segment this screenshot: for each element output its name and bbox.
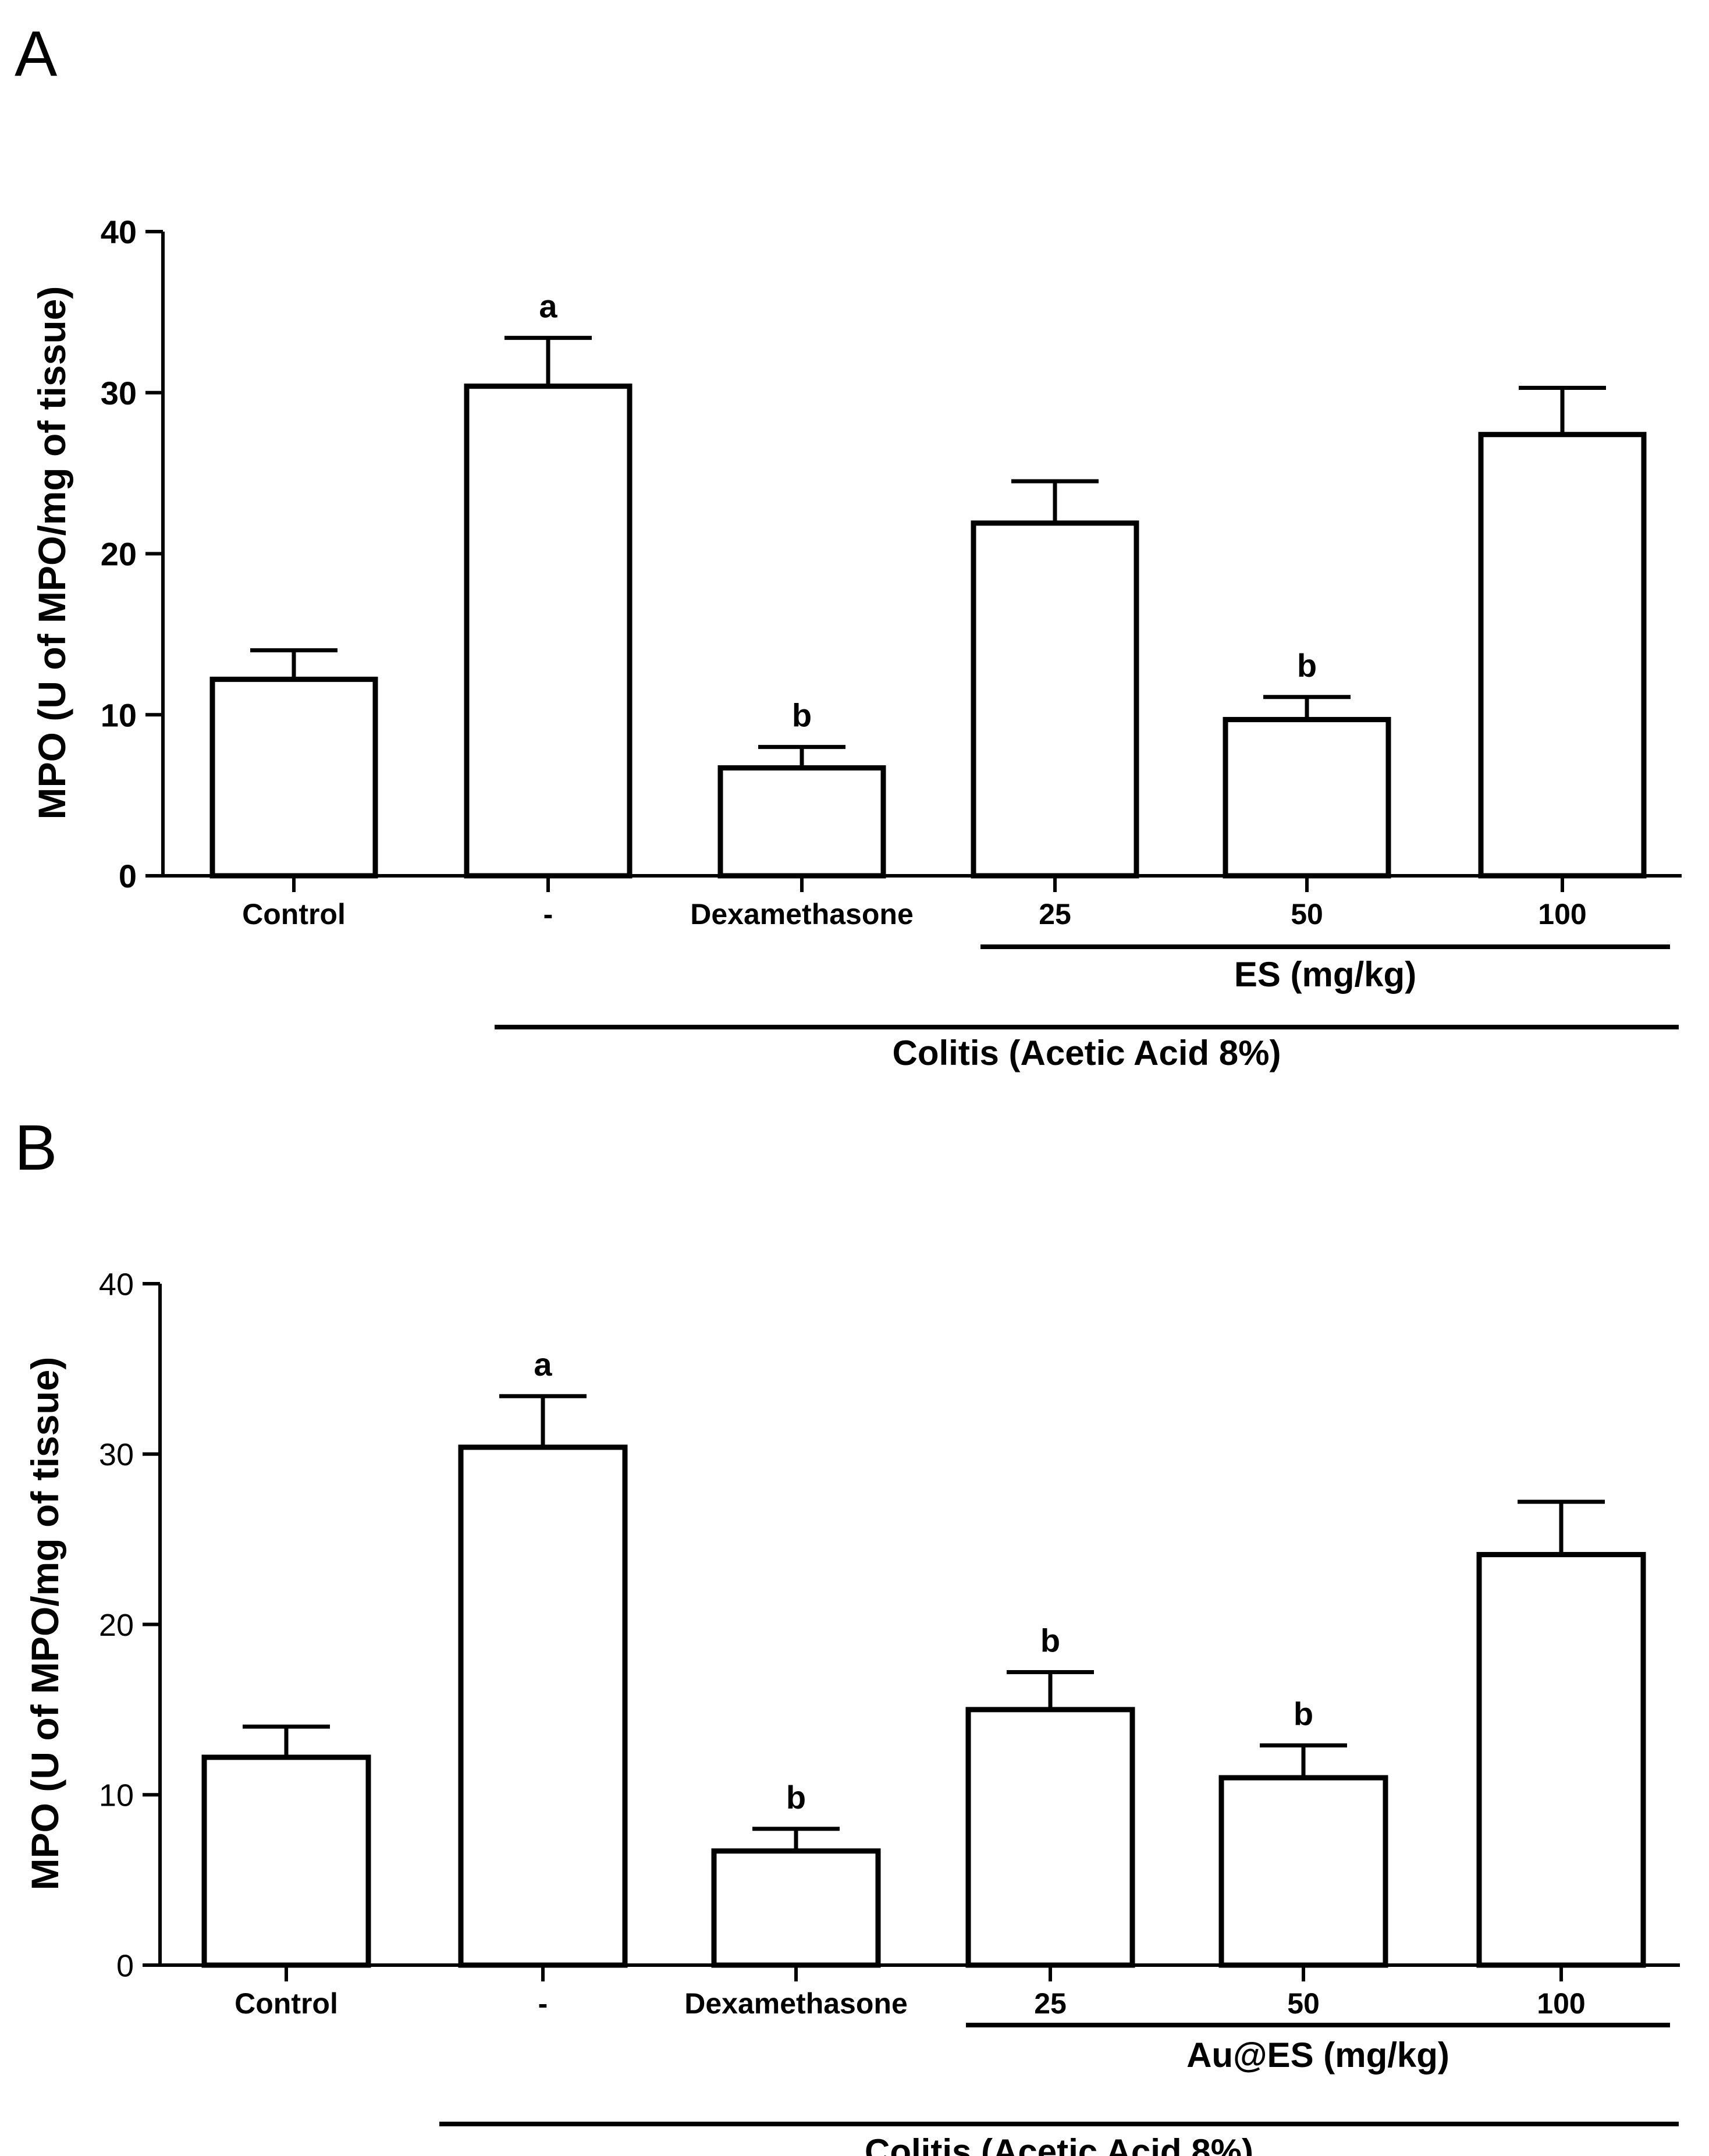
panel-0-y-tick-label: 0 (119, 858, 137, 894)
panel-1-category-label: 25 (1034, 1987, 1067, 2020)
panel-0-group-label: Colitis (Acetic Acid 8%) (893, 1033, 1281, 1072)
panel-a-label: A (15, 18, 58, 90)
panel-b-label: B (15, 1112, 57, 1184)
panel-1-group-label: Colitis (Acetic Acid 8%) (865, 2132, 1253, 2156)
panel-0-y-axis-label: MPO (U of MPO/mg of tissue) (30, 286, 73, 820)
panel-0-significance-label: a (539, 288, 557, 325)
panel-0-category-label: 25 (1039, 898, 1071, 930)
panel-1-group-label: Au@ES (mg/kg) (1186, 2036, 1449, 2075)
panel-1-significance-label: b (1294, 1695, 1313, 1732)
panel-0-y-tick-label: 40 (101, 214, 137, 250)
panel-1-y-axis-label: MPO (U of MPO/mg of tissue) (23, 1357, 66, 1891)
panel-1-bar (201, 1754, 371, 1968)
panel-0-y-tick-label: 10 (101, 697, 137, 733)
panel-0-group-label: ES (mg/kg) (1234, 955, 1416, 994)
panel-0-bar (717, 765, 886, 879)
panel-1-bar (1218, 1775, 1388, 1968)
panel-1-bar (965, 1707, 1135, 1968)
panel-1-bar (458, 1444, 628, 1968)
panel-1-y-tick-label: 0 (116, 1948, 134, 1983)
panel-0-category-label: 100 (1538, 898, 1586, 930)
panel-1-y-tick-label: 40 (99, 1267, 134, 1302)
panel-0-bar (209, 676, 378, 879)
panel-0-category-label: Control (242, 898, 346, 930)
panel-0-bar (1478, 432, 1647, 879)
panel-0-category-label: 50 (1291, 898, 1323, 930)
panel-0-bar (464, 383, 633, 879)
panel-1-bar (1476, 1551, 1646, 1968)
panel-1-category-label: 50 (1287, 1987, 1320, 2020)
panel-1-category-label: Control (235, 1987, 338, 2020)
panel-1-significance-label: b (786, 1779, 806, 1816)
panel-1-significance-label: a (534, 1346, 552, 1383)
panel-0-category-label: Dexamethasone (690, 898, 914, 930)
panel-1-y-tick-label: 20 (99, 1608, 134, 1643)
panel-1-bar (711, 1848, 881, 1968)
panel-1-y-tick-label: 30 (99, 1437, 134, 1472)
panel-0-significance-label: b (1297, 647, 1317, 684)
panel-1-y-tick-label: 10 (99, 1778, 134, 1813)
panel-a-chart: 0 10 20 30 40 MPO (U of MPO/mg of tissue) Cont… (30, 214, 1682, 1072)
panel-1-category-label: Dexamethasone (684, 1987, 908, 2020)
panel-0-category-label: - (543, 898, 553, 930)
panel-b-chart: 0 10 20 30 40 MPO (U of MPO/mg of tissue) Cont… (23, 1267, 1680, 2156)
panel-1-category-label: 100 (1537, 1987, 1585, 2020)
panel-0-y-tick-label: 20 (101, 536, 137, 573)
panel-0-significance-label: b (792, 697, 812, 734)
panel-0-y-tick-label: 30 (101, 375, 137, 411)
panel-1-significance-label: b (1040, 1622, 1060, 1658)
panel-1-category-label: - (538, 1987, 548, 2020)
panel-0-bar (1223, 717, 1391, 879)
panel-0-bar (971, 520, 1139, 879)
